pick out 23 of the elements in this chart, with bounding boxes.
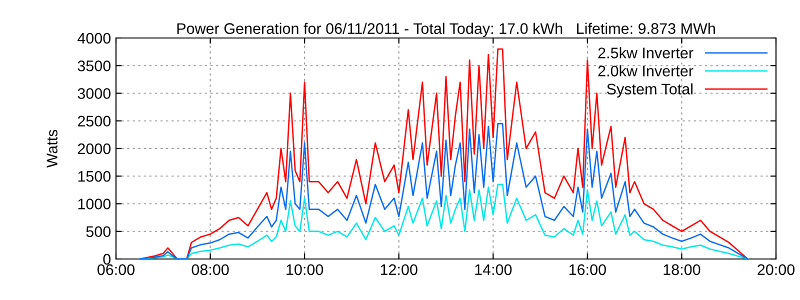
y-tick-label: 2500 — [78, 116, 111, 127]
legend-label: 2.0kw Inverter — [598, 65, 694, 76]
chart-title: Power Generation for 06/11/2011 - Total Today: 17.0 kWh Lifetime: 9.873 MWh — [177, 22, 715, 38]
x-tick-label: 16:00 — [569, 264, 606, 276]
y-tick-label: 1000 — [78, 198, 111, 210]
y-tick-label: 3000 — [78, 88, 111, 99]
y-axis-title: Watts — [46, 130, 58, 168]
x-tick-label: 18:00 — [664, 264, 700, 276]
legend-label: 2.5kw Inverter — [598, 47, 694, 58]
y-tick-label: 2000 — [78, 143, 111, 154]
y-tick-label: 500 — [86, 226, 111, 238]
x-tick-label: 08:00 — [192, 264, 229, 276]
x-tick-label: 06:00 — [97, 264, 135, 276]
x-tick-label: 20:00 — [758, 264, 795, 276]
y-tick-label: 0 — [103, 254, 111, 265]
y-tick-label: 4000 — [78, 32, 111, 44]
y-tick-label: 1500 — [78, 170, 111, 182]
legend-label: System Total — [607, 83, 692, 98]
y-tick-label: 3500 — [78, 60, 111, 72]
x-tick-label: 12:00 — [380, 264, 418, 276]
x-tick-label: 10:00 — [286, 264, 324, 276]
x-tick-label: 14:00 — [475, 264, 512, 276]
line-series — [138, 122, 748, 259]
